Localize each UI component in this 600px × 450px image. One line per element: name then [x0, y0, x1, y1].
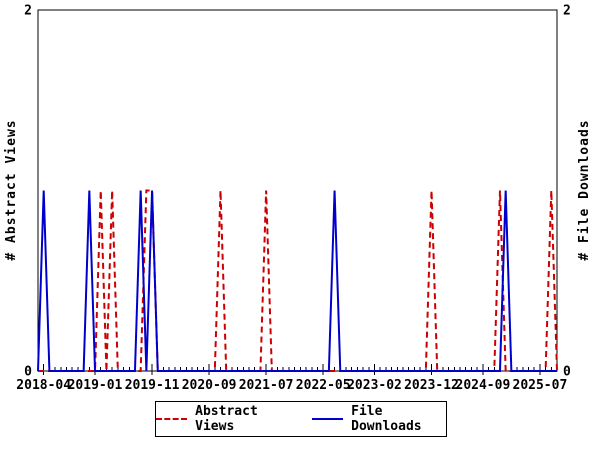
x-tick-label: 2020-09 [182, 378, 237, 393]
y-tick-label-left: 0 [24, 365, 32, 380]
series-line-file-downloads [37, 190, 557, 372]
y-axis-title-right: # File Downloads [577, 119, 592, 260]
axis-ticks [37, 364, 558, 375]
y-tick-label-right: 2 [563, 4, 571, 19]
file-downloads-line-sample [312, 418, 344, 420]
x-tick-label: 2023-12 [404, 378, 459, 393]
legend-item-file-downloads: File Downloads [312, 404, 446, 434]
x-tick-label: 2024-09 [456, 378, 511, 393]
x-tick-label: 2025-07 [513, 378, 568, 393]
x-tick-label: 2018-04 [16, 378, 71, 393]
x-tick-label: 2019-01 [68, 378, 123, 393]
legend-item-abstract-views: Abstract Views [156, 404, 290, 434]
chart-series [37, 189, 558, 372]
x-tick-label: 2021-07 [239, 378, 294, 393]
x-tick-label: 2019-11 [125, 378, 180, 393]
y-axis-title-left: # Abstract Views [4, 119, 19, 260]
y-tick-label-right: 0 [563, 365, 571, 380]
series-line-abstract-views [38, 189, 558, 372]
legend-label-abstract-views: Abstract Views [195, 404, 258, 434]
y-tick-label-left: 2 [24, 4, 32, 19]
x-tick-label: 2023-02 [347, 378, 402, 393]
chart-legend: Abstract Views File Downloads [155, 401, 447, 437]
x-tick-label: 2022-05 [296, 378, 351, 393]
legend-label-file-downloads: File Downloads [351, 404, 422, 434]
abstract-views-line-sample [156, 418, 188, 420]
